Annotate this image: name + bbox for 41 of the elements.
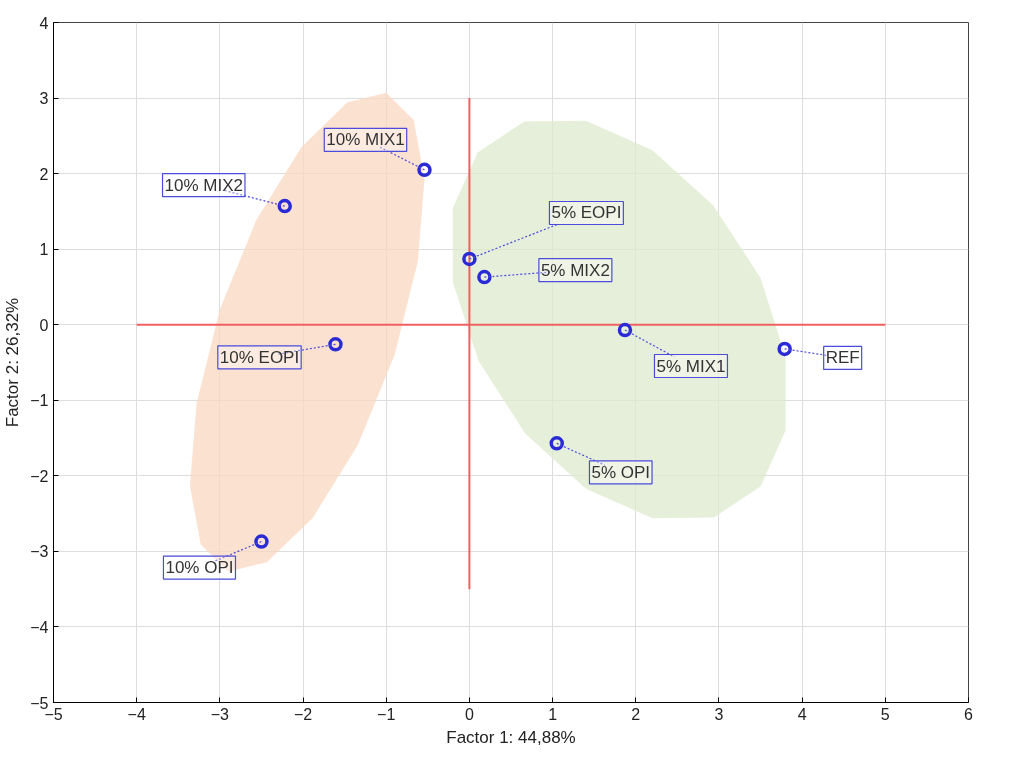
x-tick-label: 6 bbox=[964, 705, 974, 723]
annotation: 5% OPI bbox=[591, 462, 651, 482]
y-tick-label: 3 bbox=[39, 90, 49, 108]
point bbox=[549, 436, 564, 451]
x-tick-label: −4 bbox=[127, 705, 146, 723]
annotation: 5% MIX1 bbox=[656, 356, 726, 376]
y-tick-label: −5 bbox=[30, 694, 49, 712]
x-tick-label: −1 bbox=[377, 705, 396, 723]
annotation: 5% EOPI bbox=[551, 203, 622, 223]
y-tick-label: 2 bbox=[39, 165, 49, 183]
point bbox=[417, 162, 432, 178]
x-tick-label: 4 bbox=[797, 705, 807, 723]
annotation: 10% MIX2 bbox=[164, 175, 243, 195]
x-tick-label: −3 bbox=[210, 705, 230, 723]
y-tick-label: 0 bbox=[39, 316, 49, 334]
x-tick-label: 2 bbox=[631, 705, 641, 723]
x-tick-label: 5 bbox=[880, 705, 890, 723]
x-axis-title: Factor 1: 44,88% bbox=[446, 727, 576, 747]
point bbox=[277, 198, 292, 214]
y-tick-label: −3 bbox=[30, 543, 49, 561]
annotation: 5% MIX2 bbox=[540, 260, 610, 280]
annotation: 10% OPI bbox=[165, 558, 234, 578]
y-tick-label: −1 bbox=[30, 392, 49, 410]
point bbox=[462, 251, 477, 267]
point bbox=[328, 337, 343, 352]
point bbox=[477, 269, 492, 285]
x-tick-label: 0 bbox=[464, 705, 474, 723]
point bbox=[777, 341, 792, 357]
point bbox=[617, 322, 633, 338]
point bbox=[254, 534, 269, 549]
y-tick-label: −2 bbox=[30, 467, 49, 485]
annotation: REF bbox=[825, 348, 860, 368]
y-tick-label: 4 bbox=[39, 14, 49, 32]
x-tick-label: 1 bbox=[548, 705, 558, 723]
annotation: 10% EOPI bbox=[219, 347, 300, 367]
y-axis-title: Factor 2: 26,32% bbox=[3, 297, 23, 428]
annotation: 10% MIX1 bbox=[326, 130, 405, 150]
y-tick-label: 1 bbox=[39, 241, 49, 259]
x-tick-label: −2 bbox=[293, 705, 313, 723]
x-tick-label: 3 bbox=[714, 705, 724, 723]
y-tick-label: −4 bbox=[30, 618, 49, 636]
